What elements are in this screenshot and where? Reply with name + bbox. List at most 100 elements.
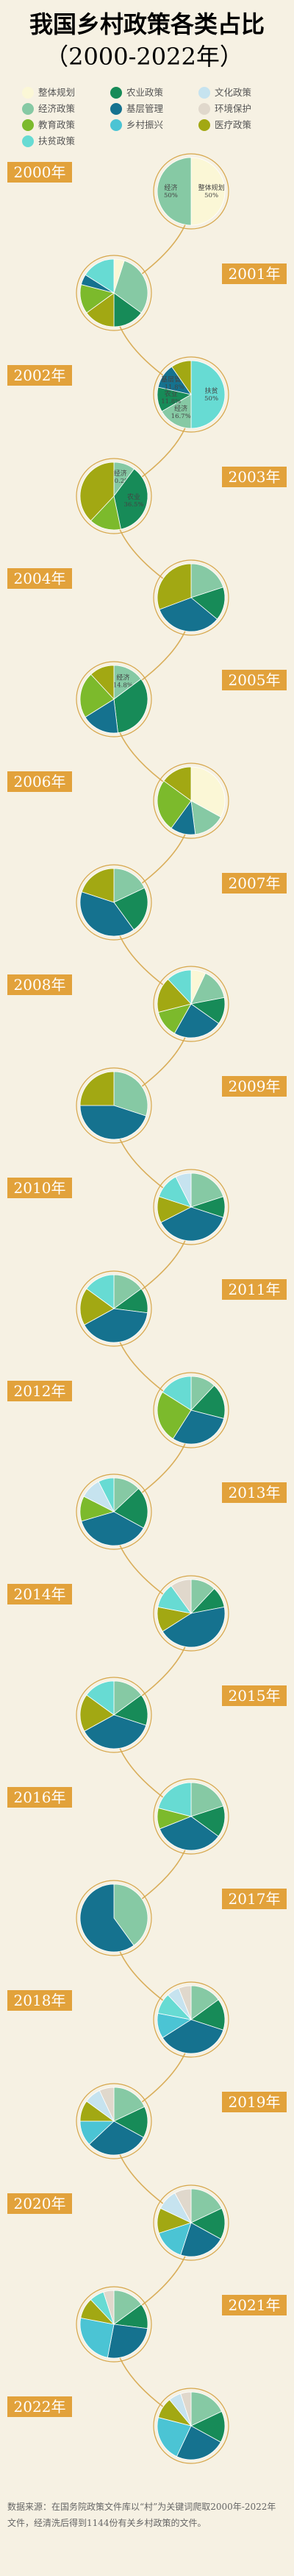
pie-slice <box>160 1206 224 1242</box>
pie-ring <box>153 1169 229 1245</box>
legend-swatch <box>198 103 210 115</box>
legend-label: 农业政策 <box>126 87 164 98</box>
slice-value-label: 50% <box>204 395 218 403</box>
legend-swatch <box>22 135 34 147</box>
year-badge <box>222 263 287 284</box>
slice-value-label: 50% <box>164 192 178 199</box>
pie-slice <box>162 1606 226 1648</box>
pie-slice <box>81 868 115 903</box>
pie-slice <box>190 360 226 429</box>
slice-label: 整体规划 <box>198 183 225 192</box>
pie-slice <box>175 1172 192 1208</box>
slice-value-label: 11.8% <box>165 384 184 392</box>
pie-slice <box>178 1985 192 2020</box>
year-label: 2019年 <box>229 2093 281 2111</box>
pie-slice <box>79 1105 147 1140</box>
pie-slice <box>84 1308 148 1343</box>
pie-ring <box>153 1372 229 1448</box>
pie-ring <box>76 1473 152 1550</box>
legend-label: 文化政策 <box>215 87 252 98</box>
year-label: 2022年 <box>14 2398 66 2416</box>
pie-slice <box>190 157 226 226</box>
slice-label: 经济 <box>116 673 129 682</box>
pie-slice <box>171 1579 192 1615</box>
slice-label: 扶贫 <box>205 386 218 395</box>
pie-ring <box>76 458 152 534</box>
slice-value-label: 36.5% <box>123 501 143 509</box>
year-badge <box>7 1990 72 2011</box>
legend-swatch <box>198 119 210 131</box>
year-badge <box>7 1178 72 1198</box>
year-label: 2012年 <box>14 1382 66 1400</box>
legend-label: 乡村振兴 <box>126 119 163 130</box>
legend-label: 环境保护 <box>215 103 251 114</box>
chart-title: 我国乡村政策各类占比 <box>29 10 265 38</box>
year-badge <box>222 1076 287 1097</box>
year-badge <box>7 2396 72 2417</box>
year-badge <box>222 467 287 487</box>
pie-slice <box>86 1274 115 1309</box>
pie-ring <box>153 762 229 839</box>
year-label: 2018年 <box>14 1992 66 2009</box>
pie-slice <box>79 2317 115 2358</box>
pie-slice <box>190 1384 226 1419</box>
pie-ring <box>153 1778 229 1855</box>
pie-slice <box>79 1883 135 1953</box>
pie-slice <box>81 1511 144 1546</box>
year-label: 2003年 <box>229 468 281 486</box>
pie-slice <box>84 1714 147 1749</box>
pie-slice <box>190 1172 224 1208</box>
pie-slice <box>107 2324 148 2359</box>
pie-ring <box>153 2388 229 2464</box>
pie-slice <box>113 678 148 734</box>
pie-slice <box>180 2222 221 2257</box>
year-badge <box>7 162 72 183</box>
year-badge <box>7 1381 72 1401</box>
pie-slice <box>190 1782 224 1817</box>
pie-slice <box>79 1071 115 1106</box>
pie-ring <box>153 356 229 433</box>
year-badge <box>222 873 287 894</box>
pie-slice <box>79 891 135 937</box>
pie-slice <box>159 597 218 632</box>
pie-slice <box>79 673 115 718</box>
source-note: 数据来源：在国务院政策文件库以“村”为关键词爬取2000年-2022年文件，经清… <box>7 2502 276 2528</box>
year-label: 2015年 <box>229 1687 281 1705</box>
slice-value-label: 11.8% <box>161 398 181 406</box>
legend-label: 医疗政策 <box>215 119 252 130</box>
legend-swatch <box>110 87 122 99</box>
pie-slice <box>190 2391 223 2427</box>
pie-ring <box>153 153 229 230</box>
pie-ring <box>76 255 152 331</box>
legend-swatch <box>198 87 210 99</box>
pie-slice <box>113 1883 148 1946</box>
year-label: 2011年 <box>229 1281 281 1298</box>
legend-label: 经济政策 <box>38 103 76 114</box>
pie-ring <box>76 1067 152 1144</box>
pie-ring <box>76 864 152 941</box>
pie-slice <box>86 1680 115 1716</box>
pie-slice <box>174 2188 192 2223</box>
year-label: 2006年 <box>14 773 66 790</box>
year-label: 2020年 <box>14 2195 66 2212</box>
pie-slice <box>180 2391 192 2427</box>
pie-slice <box>163 766 192 802</box>
pie-slice <box>190 2188 223 2223</box>
pie-slice <box>98 1477 115 1512</box>
pie-slice <box>113 887 148 930</box>
legend-swatch <box>22 87 34 99</box>
slice-label: 农业 <box>127 492 140 501</box>
year-badge <box>7 974 72 995</box>
pie-ring <box>153 1575 229 1652</box>
pie-series: 整体规划50%经济50%2000年2001年扶贫50%经济16.7%农业11.8… <box>7 153 287 2464</box>
pie-slice <box>157 1391 192 1440</box>
year-label: 2021年 <box>229 2296 281 2314</box>
year-label: 2016年 <box>14 1788 66 1806</box>
year-badge <box>222 1482 287 1503</box>
year-label: 2008年 <box>14 976 66 994</box>
year-badge <box>222 1279 287 1300</box>
pie-ring <box>153 2184 229 2261</box>
pie-ring <box>76 1677 152 1753</box>
year-label: 2002年 <box>14 367 66 384</box>
pie-slice <box>157 1782 192 1817</box>
